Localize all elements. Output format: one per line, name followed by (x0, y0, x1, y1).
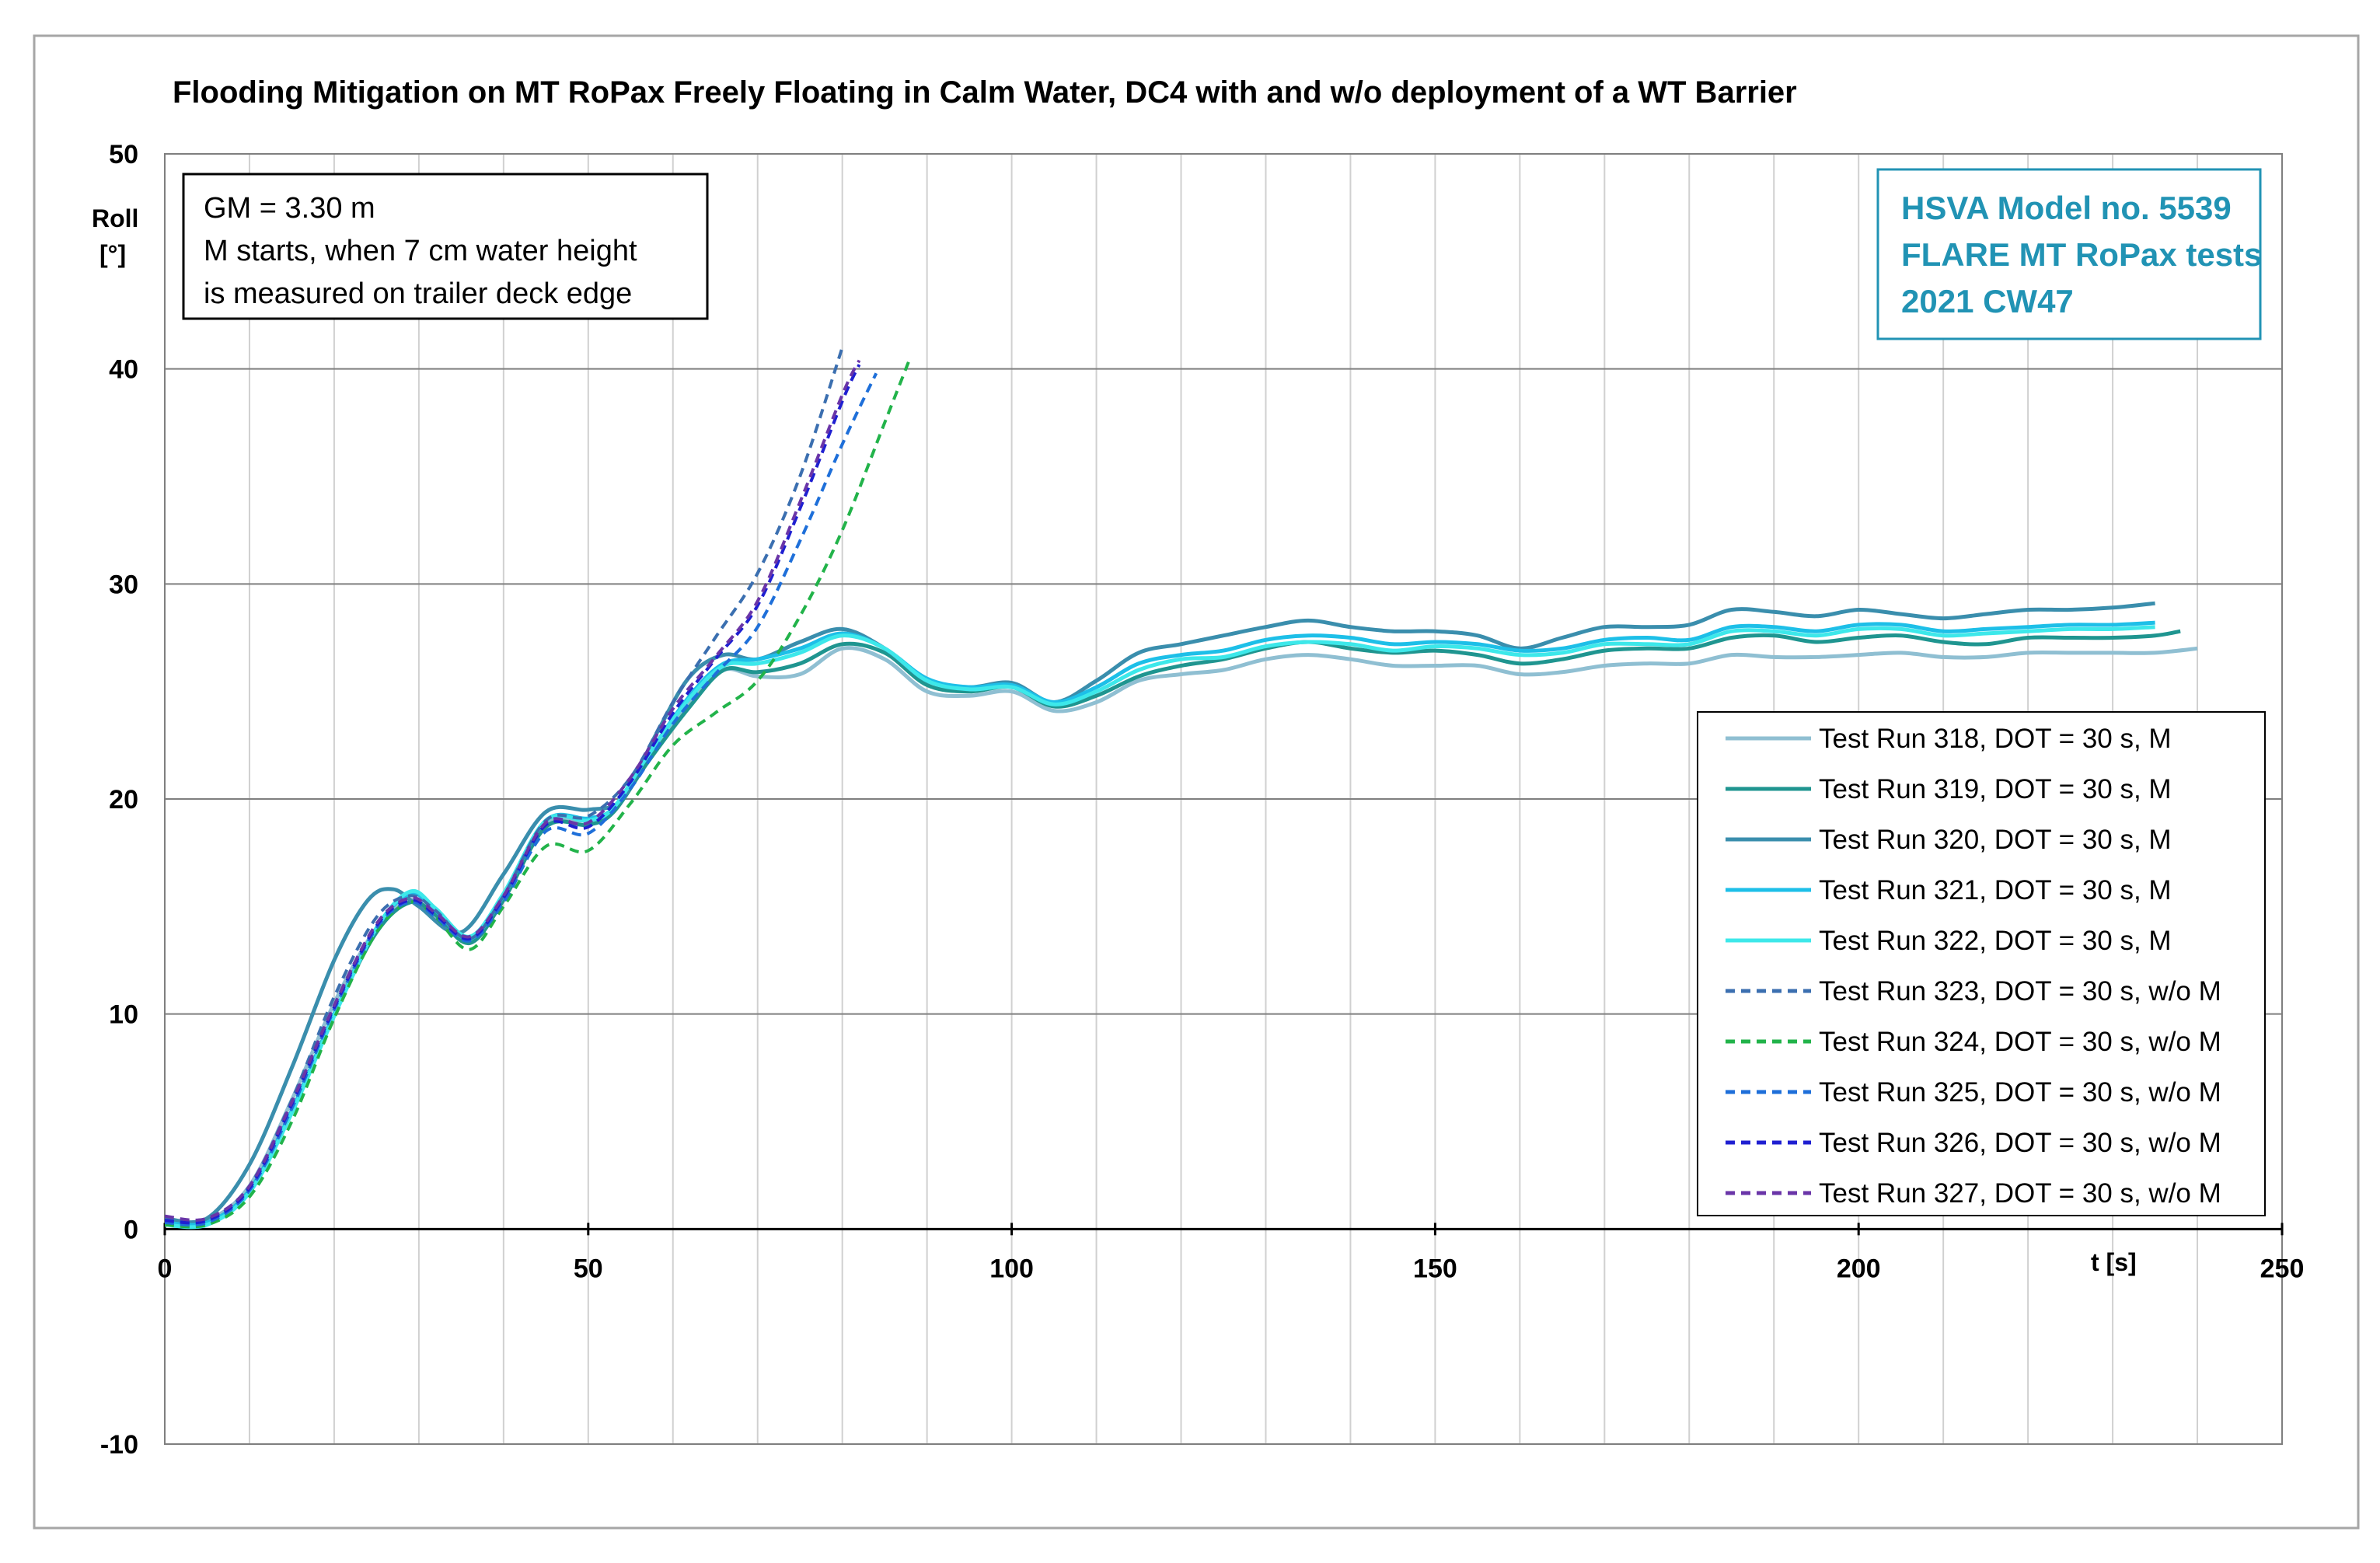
legend-label-3: Test Run 320, DOT = 30 s, M (1819, 825, 2172, 855)
legend-label-5: Test Run 322, DOT = 30 s, M (1819, 926, 2172, 956)
info-line-3: 2021 CW47 (1901, 283, 2074, 319)
y-tick-label: 30 (109, 570, 138, 599)
y-axis-label-line2: [°] (99, 240, 126, 268)
y-tick-label: 50 (109, 140, 138, 169)
x-tick-label: 250 (2260, 1254, 2305, 1283)
series-line-8 (164, 372, 878, 1227)
legend-box (1697, 711, 2266, 1216)
chart-title: Flooding Mitigation on MT RoPax Freely F… (173, 75, 1797, 110)
legend-label-2: Test Run 319, DOT = 30 s, M (1819, 774, 2172, 804)
series-group (164, 347, 2198, 1230)
tick-labels: 0 50 100 150 200 250 -10 0 10 20 30 40 50 (100, 140, 2305, 1460)
series-line-10 (164, 359, 861, 1222)
legend-label-10: Test Run 327, DOT = 30 s, w/o M (1819, 1178, 2221, 1209)
legend-label-4: Test Run 321, DOT = 30 s, M (1819, 875, 2172, 905)
info-line-2: FLARE MT RoPax tests (1901, 236, 2262, 273)
x-tick-label: 100 (989, 1254, 1034, 1283)
plot-area-border (164, 153, 2283, 1445)
legend: Test Run 318, DOT = 30 s, M Test Run 319,… (1726, 724, 2221, 1209)
note-line-2: M starts, when 7 cm water height (204, 235, 637, 267)
legend-label-6: Test Run 323, DOT = 30 s, w/o M (1819, 976, 2221, 1007)
x-tick-label: 150 (1413, 1254, 1457, 1283)
info-box (1876, 168, 2262, 340)
series-line-7 (164, 358, 912, 1229)
y-tick-label: 10 (109, 1000, 138, 1030)
legend-label-7: Test Run 324, DOT = 30 s, w/o M (1819, 1027, 2221, 1057)
x-axis-label: t [s] (2091, 1248, 2137, 1276)
note-line-3: is measured on trailer deck edge (204, 277, 632, 310)
legend-label-9: Test Run 326, DOT = 30 s, w/o M (1819, 1128, 2221, 1158)
legend-label-8: Test Run 325, DOT = 30 s, w/o M (1819, 1077, 2221, 1108)
info-line-1: HSVA Model no. 5539 (1901, 190, 2232, 226)
y-tick-label: 0 (124, 1215, 138, 1244)
x-tick-label: 200 (1837, 1254, 1881, 1283)
y-tick-label: 20 (109, 785, 138, 815)
y-axis-label-line1: Roll (92, 204, 138, 232)
legend-label-1: Test Run 318, DOT = 30 s, M (1819, 724, 2172, 754)
note-box (182, 173, 709, 320)
y-tick-label: -10 (100, 1430, 138, 1460)
x-tick-label: 50 (574, 1254, 603, 1283)
y-tick-label: 40 (109, 355, 138, 385)
x-tick-label: 0 (158, 1254, 173, 1283)
note-line-1: GM = 3.30 m (204, 192, 375, 225)
